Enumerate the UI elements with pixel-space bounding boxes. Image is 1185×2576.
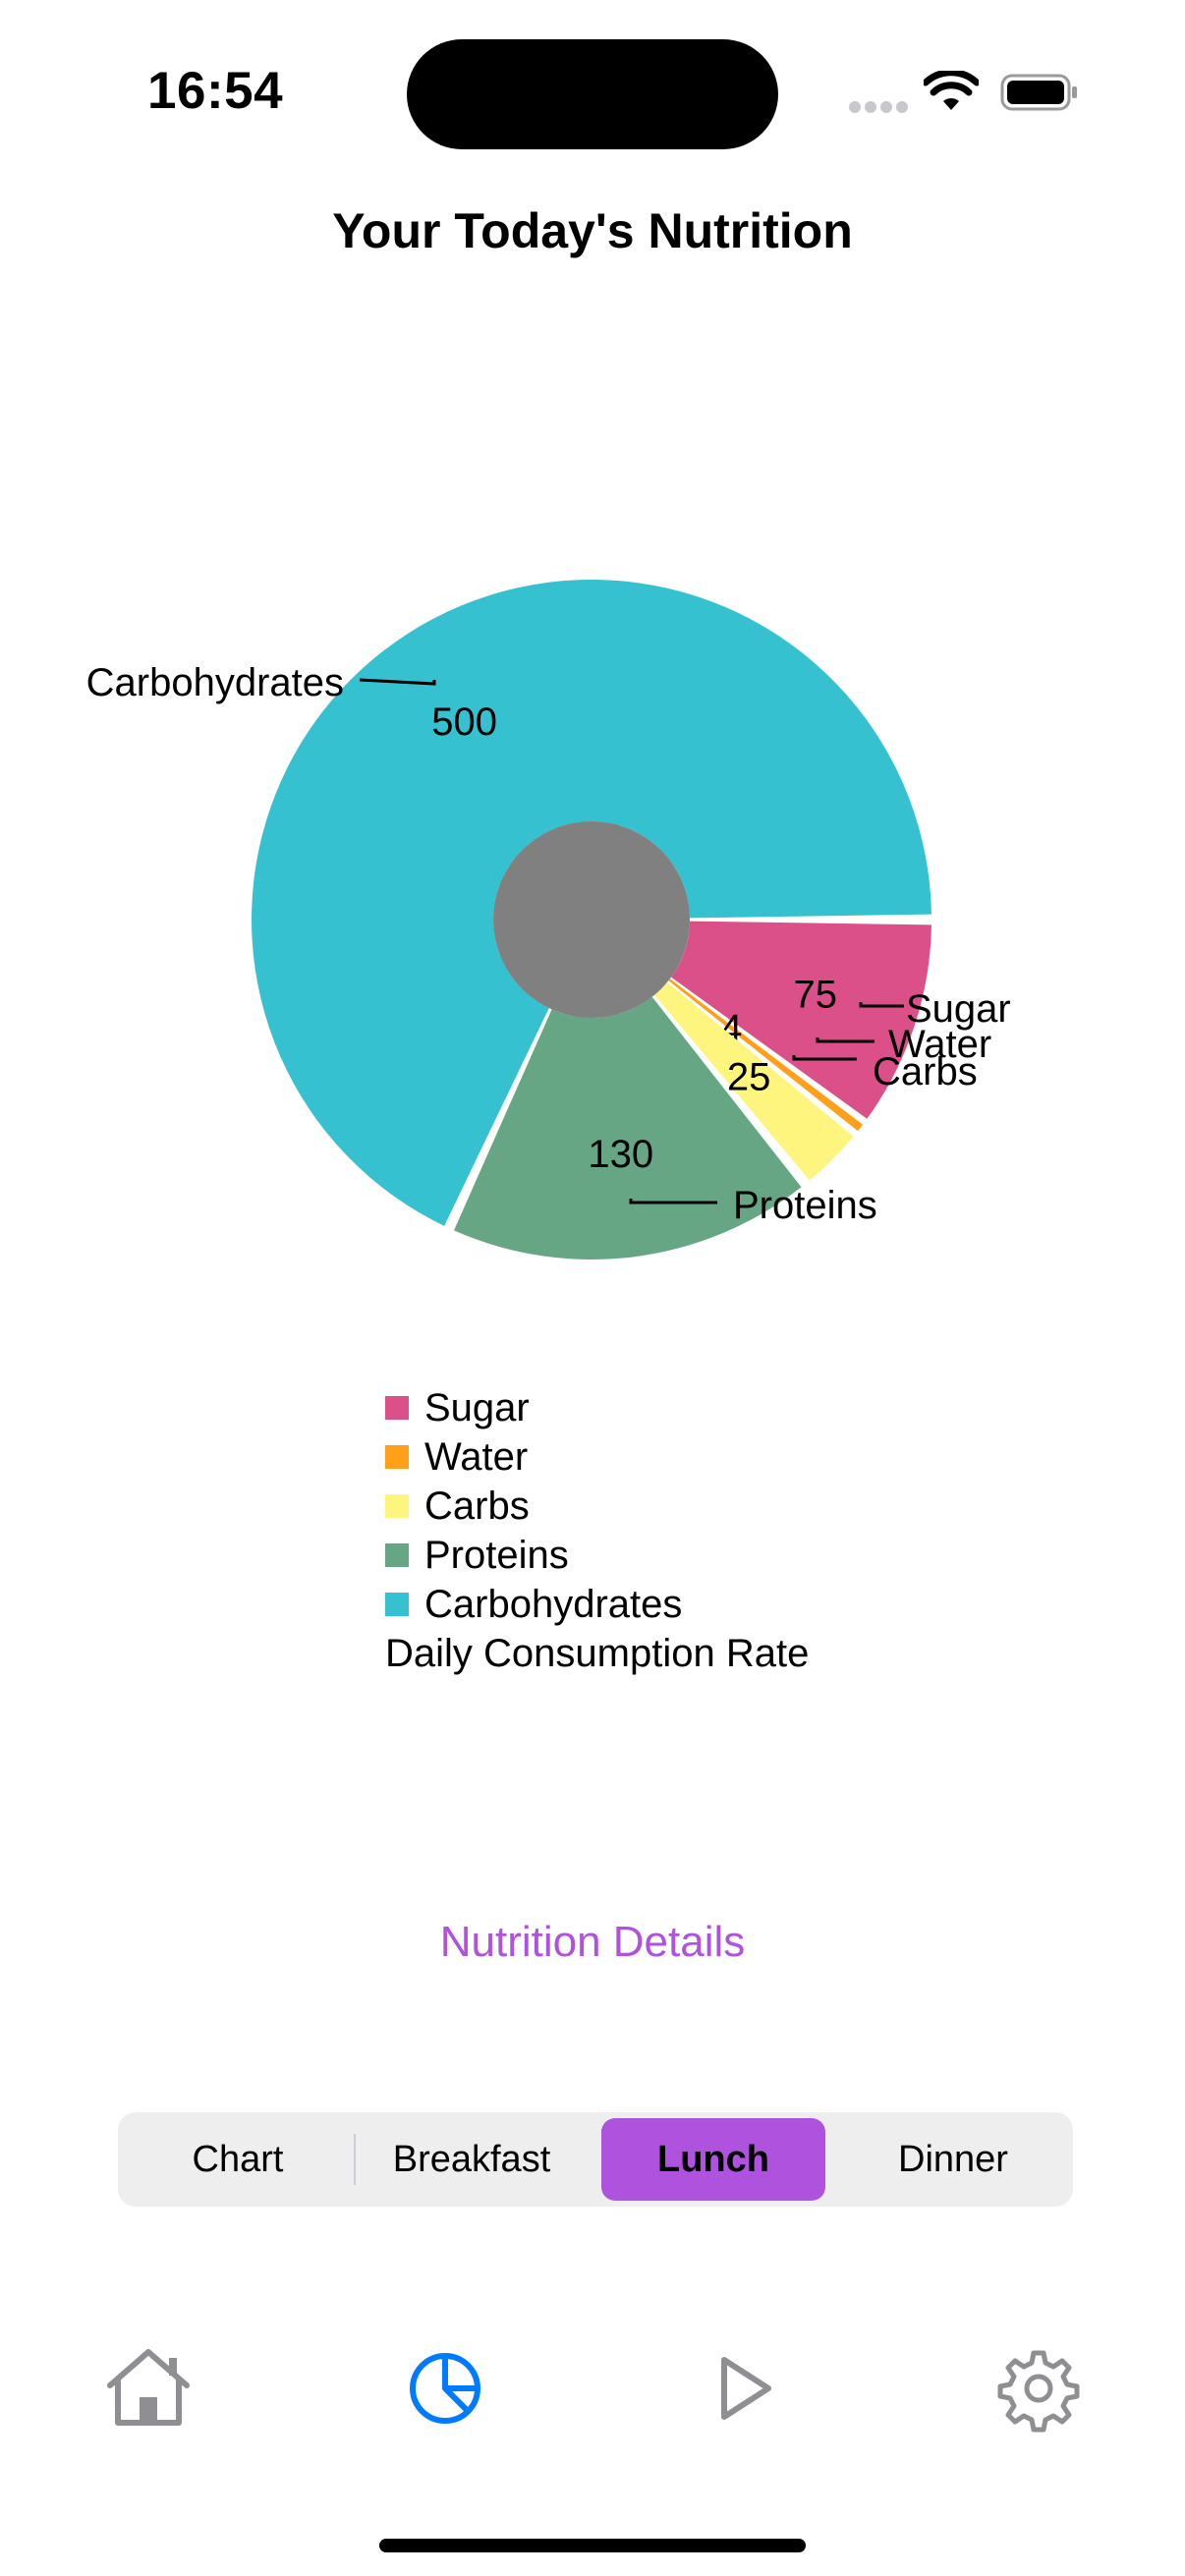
pie-slice-sugar [671, 921, 931, 1119]
leader-line-water [816, 1037, 875, 1043]
segment-breakfast[interactable]: Breakfast [392, 2138, 551, 2180]
battery-icon [1000, 74, 1077, 111]
slice-label-proteins: Proteins [733, 1184, 877, 1227]
segment-divider [354, 2134, 356, 2185]
legend-swatch [385, 1543, 409, 1567]
segment-dinner[interactable]: Dinner [898, 2138, 1008, 2180]
dynamic-island [407, 39, 778, 149]
page-title: Your Today's Nutrition [332, 203, 853, 258]
leader-line-carbohydrates [359, 678, 436, 686]
slice-value-sugar: 75 [793, 974, 837, 1017]
slice-value-carbohydrates: 500 [431, 700, 497, 744]
legend-label: Sugar [424, 1385, 530, 1429]
donut-center [493, 821, 690, 1018]
nutrition-details-link[interactable]: Nutrition Details [439, 1918, 746, 1966]
pie-slice-proteins [453, 996, 802, 1260]
legend-label: Carbohydrates [424, 1582, 683, 1626]
leader-line-proteins [629, 1199, 717, 1204]
meal-segmented-control: Chart Breakfast Lunch Dinner [118, 2112, 1073, 2207]
chart-pie-icon [410, 2353, 480, 2424]
chart-legend: Sugar Water Carbs Proteins Carbohydrates Dail… [385, 1383, 809, 1678]
legend-swatch [385, 1396, 409, 1420]
legend-swatch [385, 1593, 409, 1616]
gear-icon [997, 2350, 1080, 2433]
leader-line-carbs [792, 1055, 857, 1061]
legend-item-sugar: Sugar [385, 1383, 809, 1432]
legend-title: Daily Consumption Rate [385, 1632, 810, 1675]
play-icon [721, 2357, 771, 2420]
tab-play[interactable] [700, 2344, 788, 2433]
pie-slice-carbohydrates [252, 579, 931, 1226]
slice-label-water: Water [888, 1023, 991, 1066]
segment-lunch[interactable]: Lunch [601, 2118, 825, 2201]
slice-value-proteins: 130 [588, 1133, 653, 1176]
tab-home[interactable] [104, 2344, 193, 2433]
segment-chart[interactable]: Chart [192, 2138, 284, 2180]
legend-item-carbohydrates: Carbohydrates [385, 1580, 809, 1629]
pie-slice-water [668, 979, 864, 1132]
tab-settings[interactable] [994, 2344, 1083, 2433]
slice-label-sugar: Sugar [906, 987, 1011, 1031]
legend-item-proteins: Proteins [385, 1531, 809, 1580]
legend-swatch [385, 1445, 409, 1469]
legend-label: Carbs [424, 1484, 530, 1528]
legend-label: Proteins [424, 1533, 569, 1577]
leader-line-sugar [859, 1002, 904, 1008]
cellular-signal-icon [849, 100, 912, 118]
legend-item-carbs: Carbs [385, 1482, 809, 1531]
house-icon [107, 2349, 190, 2426]
legend-item-water: Water [385, 1432, 809, 1482]
tab-chart[interactable] [401, 2344, 489, 2433]
legend-swatch [385, 1494, 409, 1518]
status-time: 16:54 [147, 62, 284, 120]
pie-slice-carbs [654, 981, 854, 1181]
home-indicator [379, 2539, 806, 2552]
slice-label-carbs: Carbs [873, 1050, 978, 1093]
legend-label: Water [424, 1434, 529, 1479]
wifi-icon [924, 71, 979, 110]
slice-value-carbs: 25 [727, 1055, 771, 1098]
slice-label-carbohydrates: Carbohydrates [86, 661, 344, 704]
